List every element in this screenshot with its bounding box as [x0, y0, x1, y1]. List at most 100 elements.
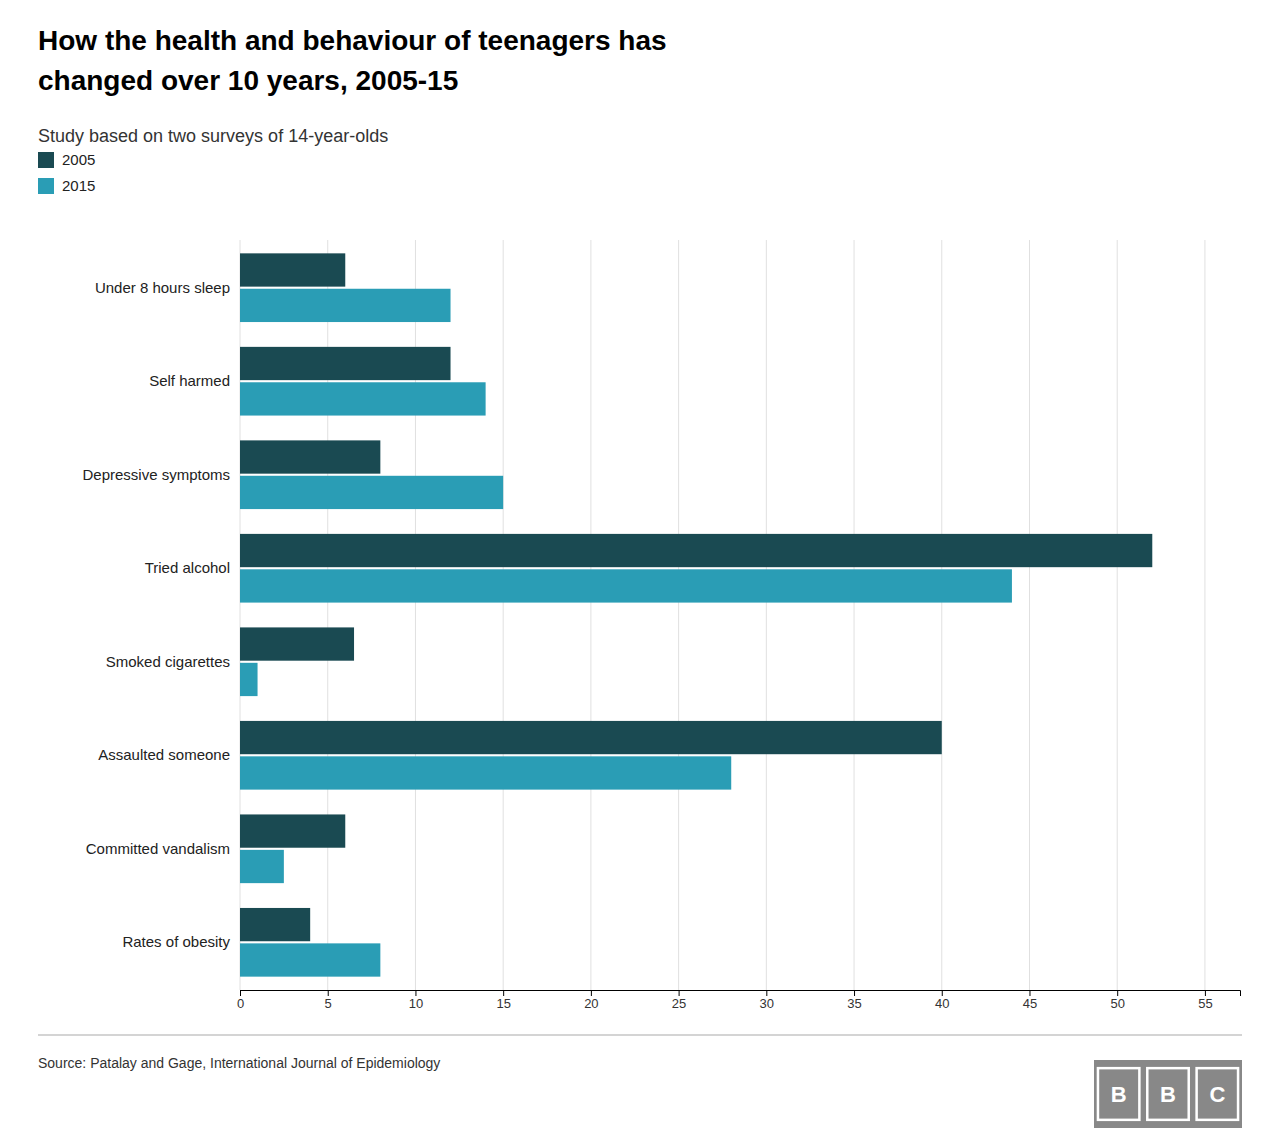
- x-tick-label: 55: [1198, 996, 1212, 1011]
- x-tick-mark: [679, 990, 680, 996]
- bar: [240, 756, 731, 789]
- logo: BBC: [1094, 1060, 1242, 1128]
- y-tick: Depressive symptoms: [82, 466, 230, 483]
- x-tick-mark: [854, 990, 855, 996]
- x-tick: 40: [935, 990, 949, 1011]
- x-tick: 15: [496, 990, 510, 1011]
- y-tick: Under 8 hours sleep: [95, 278, 230, 295]
- y-tick: Smoked cigarettes: [106, 653, 230, 670]
- x-tick: 45: [1023, 990, 1037, 1011]
- grid-line: [678, 240, 679, 990]
- x-tick-mark: [1029, 990, 1030, 996]
- y-tick: Rates of obesity: [122, 933, 230, 950]
- chart: How the health and behaviour of teenager…: [0, 0, 1280, 1140]
- grid-line: [1029, 240, 1030, 990]
- grid-line: [941, 240, 942, 990]
- x-tick-mark: [766, 990, 767, 996]
- y-axis: Under 8 hours sleep Self harmed Depressive…: [82, 278, 230, 950]
- bars: [240, 253, 1152, 976]
- y-tick: Self harmed: [149, 372, 230, 389]
- bar: [240, 476, 503, 509]
- x-tick: 0: [237, 990, 244, 1011]
- legend-item: 2005: [38, 151, 95, 168]
- logo-letter: C: [1209, 1082, 1225, 1107]
- x-tick-mark: [503, 990, 504, 996]
- x-tick-mark: [942, 990, 943, 996]
- y-tick: Committed vandalism: [86, 840, 230, 857]
- logo-box: [1197, 1068, 1238, 1120]
- legend-swatch: [38, 152, 54, 168]
- x-tick-label: 40: [935, 996, 949, 1011]
- x-tick-label: 15: [496, 996, 510, 1011]
- legend-item: 2015: [38, 177, 95, 194]
- logo-box: [1098, 1068, 1139, 1120]
- legend-label: 2005: [62, 151, 95, 168]
- title: How the health and behaviour of teenager…: [38, 25, 667, 56]
- bar: [240, 253, 345, 286]
- y-tick: Tried alcohol: [145, 559, 230, 576]
- x-tick: 35: [847, 990, 861, 1011]
- logo-letter: B: [1160, 1082, 1176, 1107]
- x-tick-mark: [240, 990, 241, 996]
- logo-letter: B: [1111, 1082, 1127, 1107]
- legend-label: 2015: [62, 177, 95, 194]
- y-tick-label: Depressive symptoms: [82, 466, 230, 483]
- y-tick-label: Rates of obesity: [122, 933, 230, 950]
- separator: [38, 1034, 1242, 1035]
- y-tick: Assaulted someone: [98, 746, 230, 763]
- bar: [240, 347, 451, 380]
- bar: [240, 943, 380, 976]
- x-tick-mark: [591, 990, 592, 996]
- series: [240, 289, 1012, 977]
- grid-line: [590, 240, 591, 990]
- x-tick-label: 50: [1110, 996, 1124, 1011]
- y-tick-label: Under 8 hours sleep: [95, 278, 230, 295]
- title: changed over 10 years, 2005-15: [38, 65, 458, 96]
- x-tick-label: 20: [584, 996, 598, 1011]
- bar: [240, 850, 284, 883]
- grid-line: [503, 240, 504, 990]
- x-tick: 50: [1110, 990, 1124, 1011]
- x-tick-label: 10: [409, 996, 423, 1011]
- x-tick: 30: [760, 990, 774, 1011]
- bar: [240, 663, 258, 696]
- series: [240, 253, 1152, 941]
- y-tick-label: Committed vandalism: [86, 840, 230, 857]
- subtitle: Study based on two surveys of 14-year-ol…: [38, 126, 388, 146]
- y-tick-label: Self harmed: [149, 372, 230, 389]
- source: Source: Patalay and Gage, International …: [38, 1055, 440, 1071]
- bar: [240, 289, 451, 322]
- x-tick-label: 30: [760, 996, 774, 1011]
- x-tick: 55: [1198, 990, 1212, 1011]
- grid-line: [1204, 240, 1205, 990]
- bar: [240, 814, 345, 847]
- y-tick-label: Assaulted someone: [98, 746, 230, 763]
- grid-line: [1117, 240, 1118, 990]
- bar: [240, 382, 486, 415]
- bar: [240, 627, 354, 660]
- grid-line: [854, 240, 855, 990]
- legend: 2005 2015: [38, 151, 95, 194]
- bar: [240, 721, 942, 754]
- x-axis: 0 5 10 15 20 25 30 35 40 45 50 55: [237, 990, 1241, 1011]
- x-tick: 20: [584, 990, 598, 1011]
- legend-swatch: [38, 178, 54, 194]
- x-tick-label: 25: [672, 996, 686, 1011]
- x-tick-mark: [415, 990, 416, 996]
- x-tick-label: 5: [325, 996, 332, 1011]
- x-tick: 5: [325, 990, 332, 1011]
- y-tick-label: Smoked cigarettes: [106, 653, 230, 670]
- x-tick-mark: [328, 990, 329, 996]
- x-axis-line: [241, 991, 1241, 997]
- bar: [240, 534, 1152, 567]
- x-tick-label: 45: [1023, 996, 1037, 1011]
- x-tick-label: 0: [237, 996, 244, 1011]
- grid: [240, 240, 1205, 990]
- logo-box: [1147, 1068, 1188, 1120]
- grid-line: [766, 240, 767, 990]
- bar: [240, 440, 380, 473]
- x-tick: 25: [672, 990, 686, 1011]
- x-tick-mark: [1205, 990, 1206, 996]
- x-tick-label: 35: [847, 996, 861, 1011]
- bar: [240, 908, 310, 941]
